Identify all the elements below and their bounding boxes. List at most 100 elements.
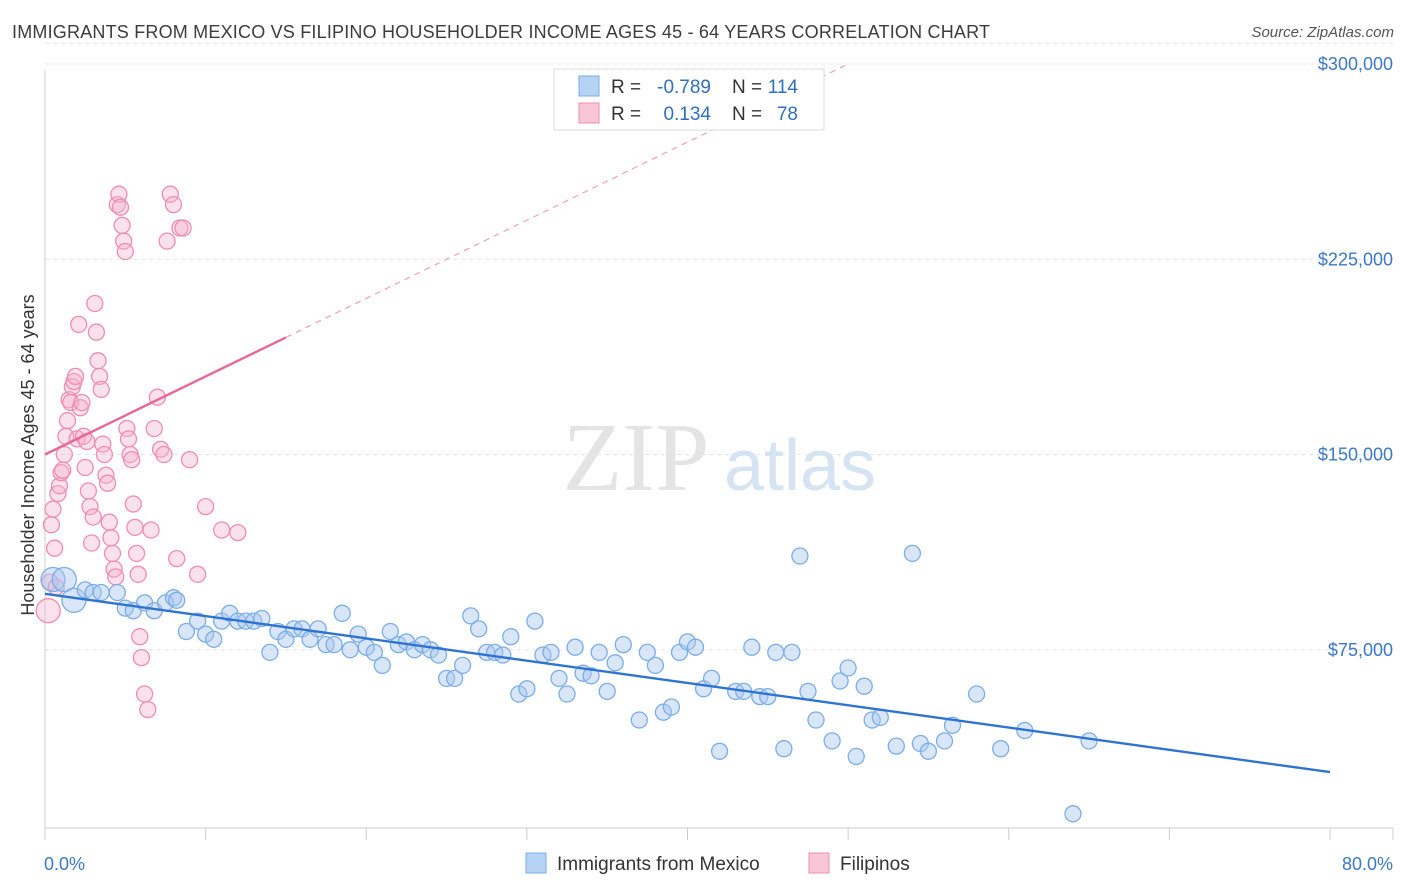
bottom-legend-swatch-filipinos [808,852,830,874]
point-mexico [646,656,665,675]
point-mexico [839,659,857,677]
point-mexico [309,620,327,638]
point-mexico [445,669,464,688]
point-filipinos [84,508,102,526]
point-filipinos [82,534,101,552]
point-mexico [341,641,359,659]
bottom-legend-swatch-mexico [525,852,547,874]
x-tick-marks [44,828,1394,840]
bottom-legend-label-filipinos: Filipinos [840,854,910,875]
point-filipinos [58,412,77,430]
point-filipinos [73,393,91,412]
point-filipinos [98,474,117,492]
point-filipinos [155,445,173,464]
point-mexico [598,682,616,701]
point-mexico [542,643,560,662]
point-filipinos [123,451,141,469]
legend-swatch-mexico [578,75,600,97]
point-mexico [365,643,383,662]
point-filipinos [102,529,120,547]
point-filipinos [131,628,149,646]
point-filipinos [129,565,147,583]
x-tick-label-max: 80.0% [1342,854,1393,874]
point-filipinos [52,464,70,482]
point-mexico [662,698,681,716]
point-filipinos [44,500,62,518]
point-mexico [108,583,126,602]
point-filipinos [54,461,72,479]
point-filipinos [116,242,134,261]
bottom-legend-label-mexico: Immigrants from Mexico [557,854,760,875]
point-filipinos [95,445,114,464]
point-filipinos [132,648,151,667]
point-filipinos [168,549,186,568]
point-mexico [558,685,576,703]
point-filipinos [158,232,176,250]
point-mexico [566,638,584,656]
point-mexico [373,656,391,675]
point-mexico [702,669,721,688]
point-filipinos [79,482,98,500]
point-mexico [494,646,512,664]
point-filipinos [76,458,94,477]
point-mexico [92,583,110,602]
point-mexico [630,711,648,729]
point-filipinos [107,568,125,586]
legend-swatch-filipinos [578,102,600,124]
point-mexico [51,566,77,593]
legend-n-label-filipinos: N = [732,104,762,125]
point-filipinos [145,419,163,438]
point-filipinos [180,451,199,469]
trend-line-mexico [44,592,1331,774]
point-mexico [470,620,488,638]
point-filipinos [45,539,64,557]
point-mexico [823,732,841,750]
y-tick-label: $150,000 [1318,445,1393,465]
point-mexico [791,547,809,565]
point-filipinos [142,521,160,539]
point-mexico [164,589,183,607]
point-filipinos [81,497,99,516]
watermark-atlas: atlas [724,426,876,506]
point-mexico [453,656,472,675]
point-mexico [1080,732,1098,750]
point-mexico [188,612,207,630]
point-filipinos [110,185,128,203]
legend-n-value-mexico: 114 [768,77,799,98]
point-mexico [775,740,793,758]
point-filipinos [113,216,131,235]
point-mexico [847,747,865,766]
point-filipinos [70,315,88,334]
point-mexico [582,667,600,685]
point-filipinos [119,430,138,448]
point-mexico [40,566,66,593]
point-filipinos [139,700,157,719]
point-filipinos [188,565,207,583]
point-filipinos [89,352,107,370]
legend-r-value-filipinos: 0.134 [663,104,711,125]
point-filipinos [42,516,61,534]
point-mexico [606,654,624,672]
trend-line-filipinos [44,336,287,456]
point-mexico [935,732,954,750]
legend-n-value-filipinos: 78 [777,104,798,125]
legend-r-value-mexico: -0.789 [657,77,711,98]
legend-r-label-filipinos: R = [611,104,641,125]
grid-lines [45,42,1393,651]
point-filipinos [92,380,110,399]
point-mexico [686,638,705,656]
y-axis-label: Householder Income Ages 45 - 64 years [18,294,38,615]
point-mexico [261,643,279,662]
point-mexico [855,677,873,695]
point-mexico [177,622,196,641]
point-mexico [638,643,656,662]
point-mexico [759,687,777,706]
point-mexico [205,630,223,648]
y-tick-label: $300,000 [1318,54,1393,74]
point-filipinos [35,598,61,624]
y-tick-label: $225,000 [1318,249,1393,269]
point-mexico [325,635,343,654]
chart-title: IMMIGRANTS FROM MEXICO VS FILIPINO HOUSE… [12,22,991,42]
point-mexico [807,711,825,729]
legend-r-label-mexico: R = [611,77,641,98]
